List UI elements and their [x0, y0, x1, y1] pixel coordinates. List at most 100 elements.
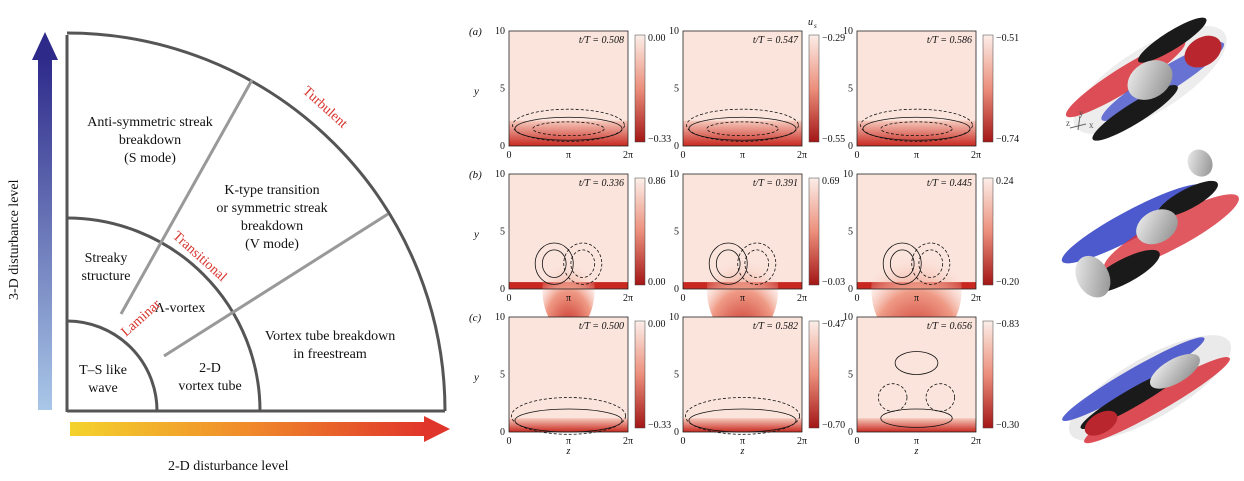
triad-x: x — [1089, 120, 1094, 130]
x-tick-label: π — [740, 436, 745, 447]
y-tick-label: 5 — [500, 370, 505, 381]
y-tick-label: 5 — [848, 84, 853, 95]
y-tick-label: 10 — [669, 26, 679, 37]
y-tick-label: 0 — [848, 427, 853, 438]
colorbar — [808, 34, 820, 143]
x-tick-label: 2π — [971, 150, 981, 161]
time-label: t/T = 0.336 — [579, 178, 624, 189]
colorbar-min-label: −0.70 — [822, 420, 845, 431]
x-tick-label: 0 — [855, 150, 860, 161]
vertical-axis-arrow — [38, 58, 52, 410]
band-label-turbulent: Turbulent — [299, 84, 350, 132]
x-tick-label: 2π — [971, 293, 981, 304]
y-tick-label: 10 — [843, 169, 853, 180]
time-label: t/T = 0.547 — [753, 35, 799, 46]
colorbar — [808, 320, 820, 429]
region-anti-symmetric-line2: breakdown — [119, 133, 181, 148]
y-tick-label: 0 — [500, 427, 505, 438]
x-tick-label: 0 — [507, 293, 512, 304]
y-tick-label: 0 — [674, 284, 679, 295]
horizontal-axis-arrow — [70, 422, 426, 436]
y-tick-label: 0 — [848, 284, 853, 295]
x-tick-label: π — [740, 293, 745, 304]
row-tag: (c) — [469, 312, 482, 324]
colorbar-max-label: 0.00 — [648, 33, 666, 44]
outer-arc — [66, 31, 447, 412]
y-tick-label: 0 — [848, 141, 853, 152]
y-tick-label: 10 — [669, 169, 679, 180]
x-tick-label: 0 — [681, 293, 686, 304]
region-anti-symmetric-line3: (S mode) — [124, 151, 176, 166]
y-tick-label: 5 — [674, 370, 679, 381]
y-tick-label: 10 — [495, 312, 505, 323]
time-label: t/T = 0.391 — [753, 178, 798, 189]
region-vortex-tube-breakdown-line2: in freestream — [293, 347, 367, 362]
time-label: t/T = 0.500 — [579, 321, 624, 332]
x-tick-label: π — [566, 436, 571, 447]
colorbar-max-label: −0.47 — [822, 319, 845, 330]
colorbar-max-label: −0.51 — [996, 33, 1019, 44]
colorbar-min-label: −0.33 — [648, 420, 671, 431]
vertical-arrowhead — [32, 32, 58, 60]
y-tick-label: 0 — [674, 427, 679, 438]
region-k-type-line4: (V mode) — [245, 237, 299, 252]
colorbar-max-label: −0.83 — [996, 319, 1019, 330]
middle-arc — [66, 216, 262, 412]
x-axis-label: z — [566, 446, 571, 457]
x-tick-label: 2π — [623, 436, 633, 447]
contour-panel: t/T = 0.586 0 5 10 0 π 2π −0.51 −0.74 — [843, 26, 1019, 161]
colorbar — [808, 177, 820, 286]
colorbar — [982, 34, 994, 143]
region-streaky-line1: Streaky — [85, 251, 128, 266]
colorbar-min-label: −0.55 — [822, 134, 845, 145]
x-tick-label: 2π — [797, 436, 807, 447]
y-tick-label: 0 — [500, 284, 505, 295]
colorbar-max-label: 0.24 — [996, 176, 1014, 187]
x-tick-label: π — [566, 150, 571, 161]
x-tick-label: 0 — [855, 436, 860, 447]
y-tick-label: 0 — [500, 141, 505, 152]
region-anti-symmetric-line1: Anti-symmetric streak — [87, 115, 213, 130]
time-label: t/T = 0.445 — [927, 178, 972, 189]
x-tick-label: 0 — [681, 150, 686, 161]
colorbar-max-label: 0.86 — [648, 176, 666, 187]
region-streaky-line2: structure — [82, 269, 131, 284]
colorbar-max-label: 0.00 — [648, 319, 666, 330]
colorbar — [634, 320, 646, 429]
triad-y: y — [1079, 108, 1084, 118]
x-tick-label: π — [740, 150, 745, 161]
contour-panel: t/T = 0.582 0 5 10 0 π 2π z −0.47 −0.70 — [669, 312, 845, 457]
contour-panel: t/T = 0.500 0 5 10 0 π 2π z 0.00 −0.33 — [495, 312, 671, 457]
y-tick-label: 5 — [848, 370, 853, 381]
colorbar — [634, 177, 646, 286]
y-axis-label: y — [473, 371, 479, 383]
y-axis-label: y — [473, 228, 479, 240]
y-tick-label: 10 — [495, 169, 505, 180]
regime-map: 3-D disturbance level 2-D disturbance le… — [7, 31, 450, 474]
inner-arc — [66, 319, 159, 412]
colorbar-max-label: 0.69 — [822, 176, 840, 187]
region-k-type-line2: or symmetric streak — [216, 201, 327, 216]
x-tick-label: 0 — [507, 150, 512, 161]
horizontal-arrowhead — [424, 416, 450, 442]
band-label-transitional: Transitional — [169, 229, 229, 285]
axis-triad: z y x — [1066, 108, 1094, 131]
colorbar-title: u — [808, 17, 813, 28]
row-tag: (b) — [469, 169, 482, 181]
x-tick-label: 2π — [797, 293, 807, 304]
colorbar-max-label: −0.29 — [822, 33, 845, 44]
region-ts-wave-line2: wave — [88, 381, 118, 396]
x-tick-label: 0 — [507, 436, 512, 447]
x-tick-label: 2π — [623, 293, 633, 304]
y-axis-label: y — [473, 85, 479, 97]
row-tag: (a) — [469, 26, 482, 38]
x-tick-label: 0 — [681, 436, 686, 447]
y-tick-label: 10 — [843, 26, 853, 37]
y-tick-label: 5 — [848, 227, 853, 238]
x-axis-label: z — [740, 446, 745, 457]
contour-panel: t/T = 0.508 0 5 10 0 π 2π 0.00 −0.33 — [495, 26, 671, 161]
y-tick-label: 5 — [674, 84, 679, 95]
x-axis-label: 2-D disturbance level — [168, 459, 289, 474]
